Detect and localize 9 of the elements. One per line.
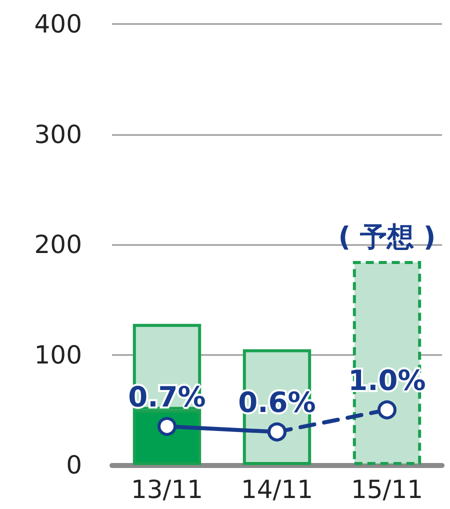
x-tick-label: 14/11 [240, 475, 314, 504]
y-tick-label: 400 [34, 10, 82, 38]
y-tick-label: 100 [34, 340, 82, 370]
x-tick-label: 13/11 [130, 475, 204, 504]
y-tick-label: 0 [66, 450, 82, 480]
x-tick-label: 15/11 [350, 475, 424, 504]
y-tick-label: 200 [34, 230, 82, 259]
y-tick-label: 300 [34, 120, 82, 149]
annotation: ( 予想 ) [338, 222, 436, 254]
